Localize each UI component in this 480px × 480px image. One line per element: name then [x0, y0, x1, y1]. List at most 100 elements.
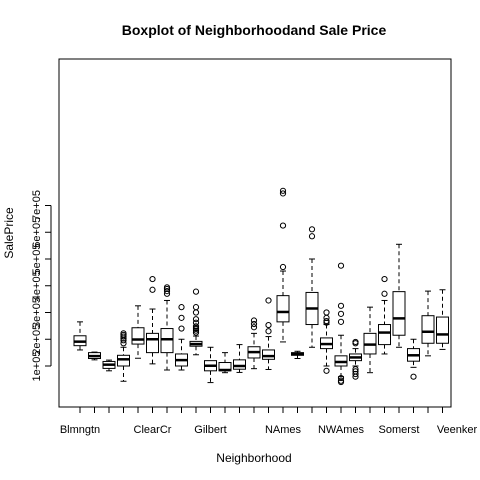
outlier-point [381, 290, 388, 297]
box-rect [146, 332, 159, 354]
outlier-point [308, 226, 316, 233]
outlier-point [337, 377, 345, 384]
outlier-point [149, 286, 156, 293]
box-rect [233, 359, 246, 370]
box-rect [378, 324, 391, 346]
outlier-point [323, 309, 330, 316]
outlier-point [192, 316, 200, 323]
box [320, 309, 333, 374]
x-tick-label: Veenker [437, 424, 478, 436]
y-tick-label: 5e+05 [31, 244, 43, 275]
outlier-point [163, 288, 171, 295]
box [305, 226, 319, 348]
box [131, 305, 145, 359]
outlier-point [337, 262, 345, 269]
box [146, 275, 159, 365]
box [349, 338, 362, 380]
box [436, 289, 449, 350]
box [421, 290, 435, 357]
chart-title: Boxplot of Neighborhoodand Sale Price [122, 22, 387, 38]
y-tick-label: 1e+05 [31, 351, 43, 382]
y-tick-label: 3e+05 [31, 297, 43, 328]
x-tick-label: ClearCr [134, 424, 172, 436]
box [392, 243, 406, 348]
x-axis-label: Neighborhood [216, 451, 291, 465]
outlier-point [279, 190, 287, 197]
box [262, 297, 275, 370]
box [407, 338, 420, 380]
outlier-point [192, 323, 200, 330]
box [276, 187, 290, 343]
outlier-point [410, 373, 417, 380]
outlier-point [337, 318, 345, 325]
box [378, 275, 391, 355]
box-rect [262, 349, 275, 360]
box [233, 344, 246, 373]
box-rect [421, 315, 435, 344]
outlier-point [381, 275, 388, 283]
outlier-point [250, 317, 258, 324]
box [88, 351, 101, 361]
box [247, 317, 261, 370]
outlier-point [352, 366, 359, 373]
y-axis-label: SalePrice [2, 207, 16, 259]
outlier-point [308, 233, 316, 240]
outlier-point [265, 321, 272, 329]
x-tick-label: NWAmes [318, 424, 365, 436]
box-rect [436, 316, 449, 344]
box [73, 321, 87, 351]
box [204, 346, 217, 384]
box [363, 306, 377, 374]
box [334, 262, 348, 386]
box [160, 284, 174, 371]
box [102, 359, 116, 372]
outlier-point [250, 324, 258, 331]
box-rect [276, 295, 290, 323]
x-tick-label: Somerst [379, 424, 420, 436]
y-tick-label: 6e+05 [31, 217, 43, 248]
box [117, 330, 130, 382]
box [218, 352, 232, 374]
box-rect [117, 354, 130, 367]
y-tick-label: 7e+05 [31, 190, 43, 221]
x-tick-label: Blmngtn [60, 424, 100, 436]
outlier-point [192, 329, 200, 336]
outlier-point [279, 187, 287, 194]
outlier-point [120, 330, 127, 337]
box-rect [160, 328, 174, 354]
y-tick-label: 2e+05 [31, 324, 43, 355]
box-rect [131, 327, 145, 345]
outlier-point [352, 338, 359, 346]
y-tick-label: 4e+05 [31, 270, 43, 301]
outlier-point [323, 317, 330, 325]
outlier-point [337, 310, 345, 317]
boxes [73, 187, 449, 386]
outlier-point [178, 314, 185, 321]
outlier-point [250, 320, 258, 328]
outlier-point [337, 302, 345, 309]
box [291, 350, 304, 360]
outlier-point [192, 304, 200, 311]
box [175, 304, 188, 371]
box [189, 288, 203, 356]
x-axis: Blmngtn ClearCr Gilbert NAmes NWAmes Somerst V… [60, 406, 478, 436]
outlier-point [192, 288, 200, 295]
x-tick-label: Gilbert [194, 424, 226, 436]
outlier-point [279, 222, 287, 229]
outlier-point [323, 367, 330, 374]
outlier-point [178, 304, 185, 311]
outlier-point [279, 263, 287, 271]
outlier-point [265, 328, 272, 335]
x-tick-label: NAmes [265, 424, 302, 436]
outlier-point [149, 275, 156, 283]
outlier-point [192, 309, 200, 316]
outlier-point [178, 325, 185, 332]
outlier-point [352, 368, 359, 375]
outlier-point [192, 319, 200, 326]
outlier-point [337, 374, 345, 382]
outlier-point [265, 297, 272, 304]
box-rect [392, 291, 406, 336]
outlier-point [163, 284, 171, 291]
